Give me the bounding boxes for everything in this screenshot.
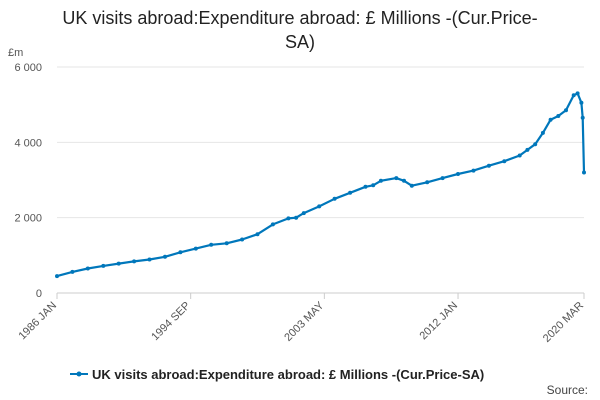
x-tick-label: 2020 MAR: [541, 300, 586, 345]
data-point: [571, 93, 576, 98]
chart-title-line-2: SA): [284, 32, 315, 52]
data-point: [486, 163, 491, 168]
data-point: [240, 237, 245, 242]
data-point: [332, 196, 337, 201]
data-point: [101, 263, 106, 268]
data-point: [402, 178, 406, 183]
data-point: [224, 241, 229, 246]
chart-title-line-1: UK visits abroad:Expenditure abroad: £ M…: [62, 8, 538, 28]
y-axis: 0 2 000 4 000 6 000: [14, 62, 42, 300]
data-point: [178, 250, 183, 255]
data-point: [132, 259, 137, 264]
data-point: [409, 183, 414, 188]
data-point: [55, 274, 59, 279]
data-point: [582, 170, 586, 175]
legend-label: UK visits abroad:Expenditure abroad: £ M…: [92, 367, 484, 382]
y-axis-unit-label: £m: [8, 47, 23, 59]
legend[interactable]: UK visits abroad:Expenditure abroad: £ M…: [70, 367, 484, 382]
chart-title: UK visits abroad:Expenditure abroad: £ M…: [0, 6, 600, 54]
data-point: [533, 142, 538, 147]
data-point: [580, 115, 585, 120]
data-point: [556, 114, 561, 118]
x-tick-label: 2003 MAY: [282, 299, 327, 344]
data-series: [55, 91, 586, 279]
data-point: [270, 222, 275, 227]
data-point: [348, 190, 353, 195]
data-point: [116, 261, 121, 266]
data-point: [502, 159, 507, 164]
data-point: [209, 242, 214, 247]
x-tick-label: 1994 SEP: [149, 300, 193, 344]
data-point: [564, 108, 568, 113]
legend-marker-icon: [76, 371, 82, 377]
data-point: [363, 184, 368, 189]
y-tick-label: 0: [36, 288, 42, 300]
data-point: [440, 176, 445, 181]
data-point: [286, 216, 291, 221]
data-point: [579, 100, 584, 105]
data-point: [255, 232, 260, 237]
y-tick-label: 4 000: [14, 137, 42, 149]
data-point: [456, 172, 460, 176]
data-point: [378, 178, 383, 183]
data-point: [371, 183, 376, 188]
data-point: [394, 176, 399, 181]
y-tick-label: 2 000: [14, 213, 42, 225]
data-point: [525, 147, 530, 152]
grid: [57, 66, 584, 219]
data-point: [575, 91, 580, 96]
data-point: [301, 211, 306, 216]
data-point: [317, 204, 322, 209]
x-tick-label: 2012 JAN: [418, 300, 461, 343]
data-point: [163, 254, 167, 259]
data-point: [85, 266, 90, 271]
data-point: [294, 215, 299, 220]
data-point: [517, 153, 522, 158]
data-point: [147, 257, 152, 262]
series-line: [56, 92, 586, 278]
data-point: [425, 180, 430, 185]
y-tick-label: 6 000: [14, 62, 42, 74]
data-point: [471, 168, 476, 173]
x-axis: 1986 JAN 1994 SEP 2003 MAY 2012 JAN 2020 MAR: [16, 292, 586, 345]
data-point: [540, 130, 545, 135]
data-point: [193, 246, 198, 251]
x-tick-label: 1986 JAN: [16, 300, 59, 343]
source-label: Source:: [547, 383, 588, 397]
data-point: [548, 117, 553, 122]
data-point: [70, 269, 75, 274]
